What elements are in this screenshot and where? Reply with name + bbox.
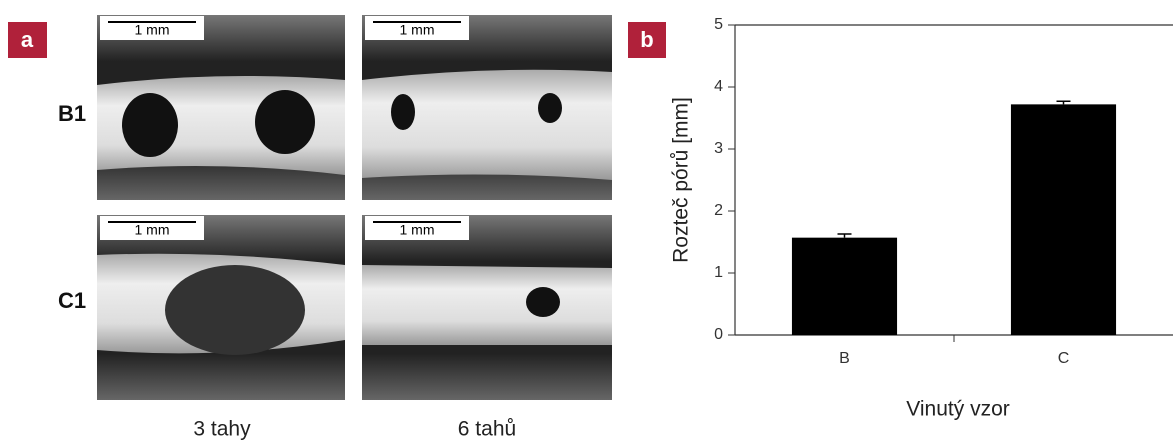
panel-label: b: [640, 27, 653, 52]
error-bar: [1057, 101, 1071, 104]
y-tick-label: 3: [714, 140, 723, 157]
sem-image: 1 mm: [97, 15, 345, 200]
x-tick-label: C: [1058, 350, 1070, 367]
figure: a 1 mm 1 mm 1 mm 1 mm B1 C1 3 tahy 6 tah…: [0, 0, 1173, 443]
y-tick-label: 1: [714, 264, 723, 281]
column-label: 3 tahy: [193, 418, 251, 441]
y-tick-label: 0: [714, 326, 723, 343]
sem-image: 1 mm: [362, 15, 612, 200]
column-label: 6 tahů: [458, 418, 516, 441]
panel-label: a: [21, 27, 34, 52]
scale-bar-label: 1 mm: [400, 222, 435, 238]
y-tick-label: 2: [714, 202, 723, 219]
sem-image: 1 mm: [362, 215, 612, 400]
sem-image: 1 mm: [97, 215, 345, 400]
scale-bar-label: 1 mm: [135, 22, 170, 38]
x-tick-label: B: [839, 350, 850, 367]
scale-bar-label: 1 mm: [400, 22, 435, 38]
scale-bar-label: 1 mm: [135, 222, 170, 238]
error-bar: [838, 234, 852, 238]
bar: [792, 238, 897, 335]
row-label: B1: [58, 101, 86, 126]
y-axis-title: Rozteč pórů [mm]: [670, 97, 693, 263]
bar: [1011, 104, 1116, 335]
y-tick-label: 4: [714, 78, 723, 95]
x-axis-title: Vinutý vzor: [906, 398, 1010, 421]
row-label: C1: [58, 288, 86, 313]
y-tick-label: 5: [714, 16, 723, 33]
